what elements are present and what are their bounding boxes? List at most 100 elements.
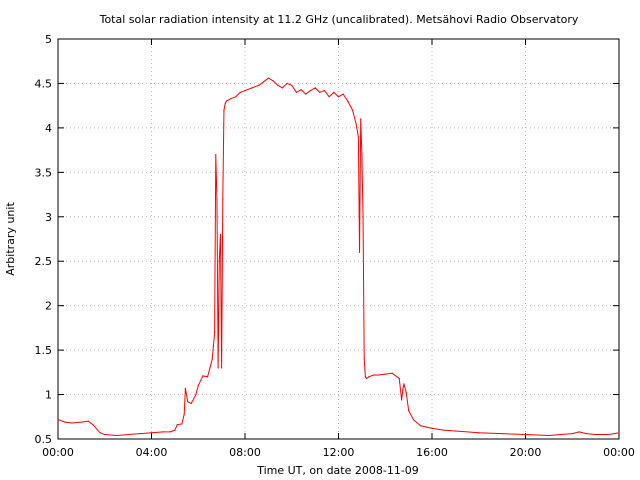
data-point [559, 433, 562, 436]
x-tick-label: 00:00 [42, 446, 74, 459]
data-point [360, 118, 362, 120]
data-point [295, 91, 298, 93]
data-point [217, 367, 219, 369]
data-point [443, 429, 445, 431]
data-point [347, 100, 349, 102]
data-point [207, 376, 209, 378]
data-point [57, 418, 59, 421]
data-point [358, 251, 361, 253]
data-point [419, 425, 421, 427]
data-point [209, 367, 211, 369]
data-point [337, 96, 340, 98]
data-point [361, 153, 363, 156]
chart-title: Total solar radiation intensity at 11.2 … [99, 13, 579, 26]
data-point [401, 399, 403, 401]
y-tick-label: 3 [45, 211, 52, 224]
data-point [99, 432, 101, 434]
data-point [618, 432, 620, 434]
y-tick-label: 4.5 [35, 77, 53, 90]
data-point [195, 393, 197, 396]
data-point [578, 431, 580, 433]
x-tick-label: 20:00 [510, 446, 542, 459]
data-point [291, 84, 293, 86]
data-point [595, 433, 597, 436]
data-point [127, 433, 129, 436]
data-point [115, 434, 118, 437]
data-point [218, 260, 220, 262]
data-point [251, 87, 253, 89]
data-point [384, 373, 386, 375]
data-point [309, 89, 312, 92]
data-point [174, 429, 176, 431]
x-tick-label: 04:00 [136, 446, 168, 459]
data-point [92, 424, 94, 426]
data-point [351, 109, 354, 111]
data-point [219, 233, 222, 236]
data-point [355, 122, 357, 125]
data-point [80, 421, 82, 423]
data-point [215, 153, 217, 156]
y-tick-label: 4 [45, 122, 52, 135]
series-line [57, 77, 620, 436]
data-series [57, 77, 620, 437]
data-point [454, 430, 456, 432]
data-point [212, 345, 215, 347]
y-tick-label: 5 [45, 33, 52, 46]
data-point [197, 385, 199, 387]
data-point [412, 418, 414, 421]
data-point [211, 358, 213, 360]
data-point [300, 89, 302, 91]
data-point [277, 84, 279, 86]
data-point [239, 91, 241, 93]
data-point [323, 89, 326, 92]
data-point [478, 432, 480, 434]
data-point [286, 82, 288, 85]
data-point [214, 331, 216, 333]
y-tick-label: 0.5 [35, 433, 53, 446]
data-point [183, 413, 185, 415]
data-point [263, 81, 265, 83]
data-point [181, 423, 183, 425]
data-point [328, 96, 330, 98]
data-point [258, 84, 260, 86]
data-point [524, 433, 527, 436]
data-point [372, 374, 375, 376]
data-point [267, 77, 269, 79]
data-point [235, 96, 237, 98]
data-point [176, 424, 178, 426]
axis-ticks: 0.5 1 1.5 2 2.5 3 3.5 4 4.5 5 00:00 04:00 08:00 12:00… [35, 33, 635, 459]
y-tick-label: 3.5 [35, 166, 53, 179]
data-point [281, 87, 283, 89]
data-point [202, 375, 204, 377]
data-point [314, 87, 316, 89]
data-point [225, 100, 227, 102]
data-point [571, 433, 573, 435]
data-point [613, 433, 615, 435]
x-tick-label: 12:00 [323, 446, 355, 459]
y-tick-label: 2 [45, 300, 52, 313]
data-point [150, 432, 153, 434]
data-point [224, 103, 226, 105]
data-point [162, 431, 164, 433]
data-point [244, 89, 246, 92]
y-axis-label: Arbitrary unit [4, 202, 17, 276]
data-point [363, 358, 365, 360]
x-tick-label: 08:00 [229, 446, 261, 459]
data-point [187, 401, 189, 403]
data-point [431, 427, 433, 429]
data-point [342, 93, 344, 95]
data-point [368, 376, 370, 378]
data-point [222, 198, 224, 200]
x-tick-label: 00:00 [603, 446, 635, 459]
data-point [216, 198, 218, 200]
data-point [408, 409, 410, 412]
data-point [501, 433, 503, 435]
data-point [169, 431, 171, 433]
data-point [405, 392, 407, 394]
y-tick-label: 1.5 [35, 344, 53, 357]
data-point [223, 109, 225, 111]
data-point [272, 80, 274, 82]
data-point [104, 433, 106, 436]
data-point [362, 216, 364, 218]
